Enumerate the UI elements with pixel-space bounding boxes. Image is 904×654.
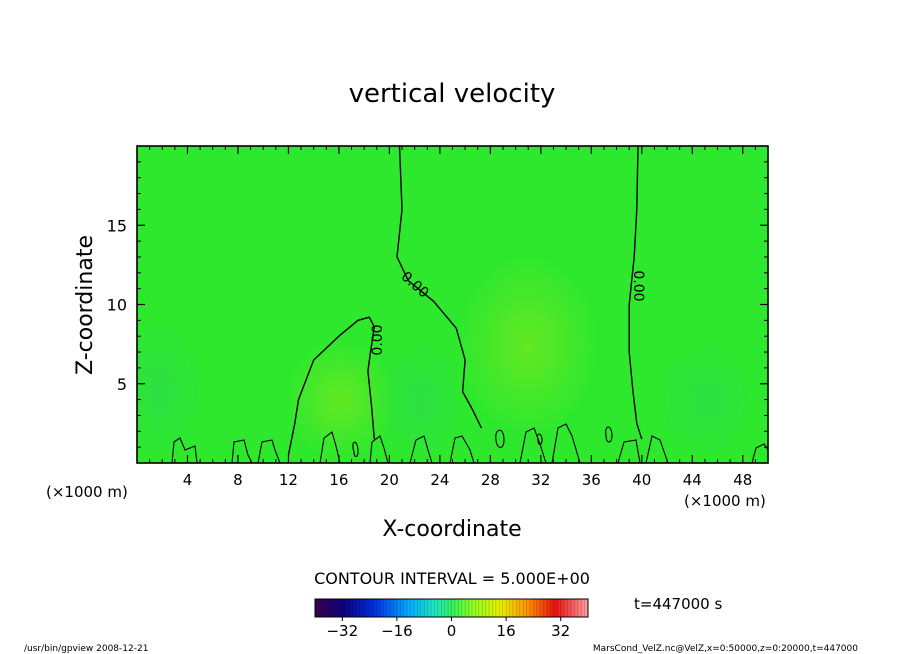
x-tick-label: 32 xyxy=(531,471,550,489)
field-blob-positive xyxy=(458,255,598,435)
x-tick-label: 8 xyxy=(233,471,243,489)
x-unit-label-left: (×1000 m) xyxy=(46,483,128,501)
colorbar-tick-label: −16 xyxy=(381,622,413,640)
y-tick-label: 15 xyxy=(107,216,127,235)
colorbar-tick-label: 16 xyxy=(497,622,516,640)
colorbar-tick-label: −32 xyxy=(326,622,358,640)
x-tick-label: 44 xyxy=(683,471,702,489)
x-tick-label: 24 xyxy=(430,471,449,489)
x-tick-label: 16 xyxy=(329,471,348,489)
x-axis-title: X-coordinate xyxy=(382,517,521,542)
field-blob-negative-2 xyxy=(655,340,755,460)
x-tick-label: 28 xyxy=(481,471,500,489)
plot-area: 0.00 0.00 0.00 xyxy=(137,146,768,463)
y-tick-label: 5 xyxy=(117,375,127,394)
y-axis: 5 10 15 xyxy=(107,161,768,448)
field-blob-negative xyxy=(137,320,205,460)
footer-right: MarsCond_VelZ.nc@VelZ,x=0:50000,z=0:2000… xyxy=(593,644,858,654)
contour-zero-line-2 xyxy=(628,146,643,440)
y-tick-label: 10 xyxy=(107,296,127,315)
x-unit-label-right: (×1000 m) xyxy=(684,492,766,510)
small-contours xyxy=(142,423,768,463)
contour-interval-label: CONTOUR INTERVAL = 5.000E+00 xyxy=(314,569,590,588)
contour-lines xyxy=(287,146,643,456)
x-tick-label: 4 xyxy=(183,471,193,489)
x-tick-label: 12 xyxy=(279,471,298,489)
footer-left: /usr/bin/gpview 2008-12-21 xyxy=(24,644,148,654)
y-axis-title: Z-coordinate xyxy=(73,235,98,375)
field-blob-negative-3 xyxy=(375,340,465,460)
x-axis: 4 8 12 16 20 24 28 32 36 40 44 48 xyxy=(149,146,756,489)
colorbar-tick-label: 32 xyxy=(551,622,570,640)
contour-zero-line-3 xyxy=(287,316,376,456)
colorbar-tick-label: 0 xyxy=(447,622,457,640)
contour-label-right: 0.00 xyxy=(630,270,646,301)
colorbar-segments xyxy=(318,599,585,617)
contour-label-left: 0.00 xyxy=(370,324,386,355)
x-tick-label: 40 xyxy=(632,471,651,489)
chart-title: vertical velocity xyxy=(349,79,556,109)
colorbar-ticks: −32 −16 0 16 32 xyxy=(326,617,570,640)
time-label: t=447000 s xyxy=(634,595,722,613)
contour-zero-line-1 xyxy=(396,146,483,429)
x-tick-label: 36 xyxy=(582,471,601,489)
x-tick-label: 48 xyxy=(733,471,752,489)
x-tick-label: 20 xyxy=(380,471,399,489)
